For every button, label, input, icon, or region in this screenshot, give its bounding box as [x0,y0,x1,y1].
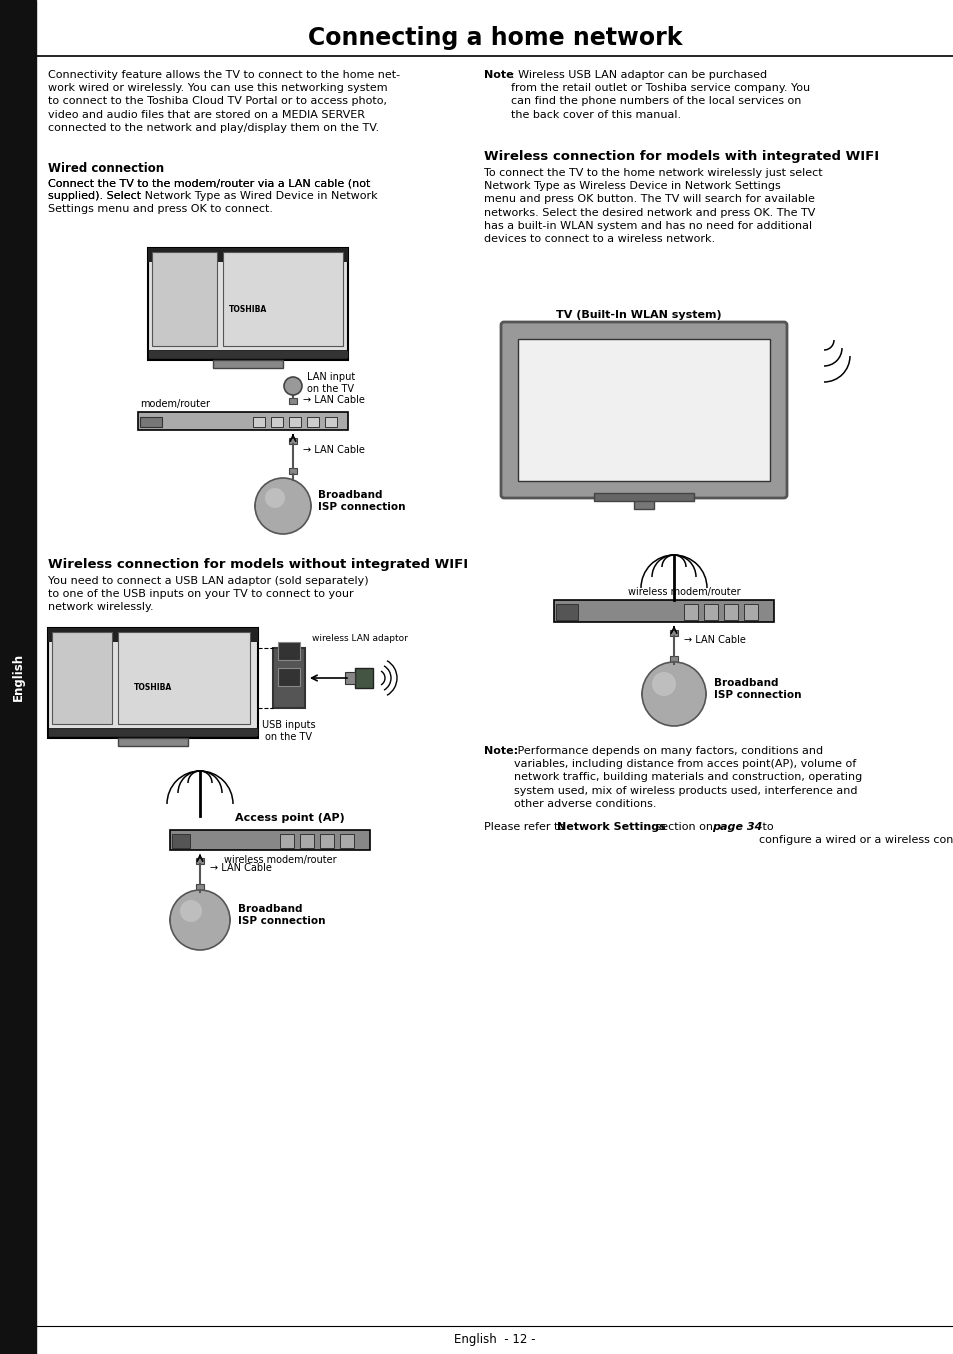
Text: Connectivity feature allows the TV to connect to the home net-
work wired or wir: Connectivity feature allows the TV to co… [48,70,399,133]
Bar [170,830,370,850]
Bar [683,604,698,620]
Bar [195,858,204,864]
Text: Please refer to: Please refer to [483,822,568,831]
Bar [48,628,257,738]
Text: TOSHIBA: TOSHIBA [229,305,267,314]
Bar [554,600,773,621]
Bar [148,349,348,357]
Text: LAN input
on the TV: LAN input on the TV [307,372,355,394]
Bar [345,672,355,684]
Bar [325,417,336,427]
Text: Broadband
ISP connection: Broadband ISP connection [237,904,325,926]
Bar [280,834,294,848]
Text: Network Settings: Network Settings [557,822,665,831]
Bar [355,668,373,688]
Text: to
configure a wired or a wireless connection.: to configure a wired or a wireless conne… [759,822,953,845]
Bar [277,642,299,659]
Circle shape [170,890,230,951]
Text: wireless modem/router: wireless modem/router [223,854,336,865]
Bar [172,834,190,848]
Bar [118,738,188,746]
Bar [517,338,769,481]
Bar [289,417,301,427]
Text: → LAN Cable: → LAN Cable [303,445,364,455]
Bar [703,604,718,620]
Bar [271,417,283,427]
Bar [223,252,343,347]
Bar [319,834,334,848]
Bar [148,248,348,263]
FancyBboxPatch shape [500,322,786,498]
Bar [213,360,283,368]
Text: : Wireless USB LAN adaptor can be purchased
from the retail outlet or Toshiba se: : Wireless USB LAN adaptor can be purcha… [511,70,809,119]
Bar [152,252,216,347]
Bar [669,655,678,662]
Text: TOSHIBA: TOSHIBA [133,684,172,692]
Bar [289,437,296,444]
Text: Wireless connection for models with integrated WIFI: Wireless connection for models with inte… [483,150,879,162]
Text: Note:: Note: [483,746,517,756]
Bar [48,728,257,737]
Text: Connect the TV to the modem/router via a LAN cable (not
supplied). Select Networ: Connect the TV to the modem/router via a… [48,177,377,214]
Bar [307,417,318,427]
Bar [289,468,296,474]
Text: page 34: page 34 [711,822,761,831]
Text: → LAN Cable: → LAN Cable [303,395,364,405]
Bar [299,834,314,848]
Text: English: English [11,653,25,701]
Bar [723,604,738,620]
Bar [48,628,257,642]
Text: Broadband
ISP connection: Broadband ISP connection [713,678,801,700]
Bar [594,493,693,501]
Text: wireless modem/router: wireless modem/router [627,588,740,597]
Circle shape [284,376,302,395]
Bar [195,884,204,890]
Bar [148,248,348,360]
Text: TV (Built-In WLAN system): TV (Built-In WLAN system) [556,310,721,320]
Bar [118,632,250,724]
Bar [253,417,265,427]
Text: Connect the TV to the modem/router via a LAN cable (not
supplied). Select: Connect the TV to the modem/router via a… [48,177,370,202]
Circle shape [641,662,705,726]
Text: Wired connection: Wired connection [48,162,164,175]
Bar [339,834,354,848]
Bar [0,0,36,1354]
Circle shape [265,487,285,508]
Bar [743,604,758,620]
Text: → LAN Cable: → LAN Cable [210,862,272,873]
Text: → LAN Cable: → LAN Cable [683,635,745,645]
Text: Connecting a home network: Connecting a home network [308,26,681,50]
Circle shape [180,900,202,922]
Text: modem/router: modem/router [140,399,210,409]
Text: Note: Note [483,70,513,80]
Text: section on: section on [651,822,716,831]
Text: Access point (AP): Access point (AP) [234,812,344,823]
Bar [52,632,112,724]
Bar [669,630,678,636]
Text: wireless LAN adaptor: wireless LAN adaptor [312,634,408,643]
Bar [273,649,305,708]
Circle shape [651,672,676,696]
Text: To connect the TV to the home network wirelessly just select
Network Type as Wir: To connect the TV to the home network wi… [483,168,821,244]
Bar [277,668,299,686]
Text: Wireless connection for models without integrated WIFI: Wireless connection for models without i… [48,558,468,571]
Bar [289,398,296,403]
Bar [556,604,578,620]
Text: Performance depends on many factors, conditions and
variables, including distanc: Performance depends on many factors, con… [514,746,862,808]
Circle shape [254,478,311,533]
Text: You need to connect a USB LAN adaptor (sold separately)
to one of the USB inputs: You need to connect a USB LAN adaptor (s… [48,575,368,612]
Text: Broadband
ISP connection: Broadband ISP connection [317,490,405,512]
Text: USB inputs
on the TV: USB inputs on the TV [262,720,315,742]
Text: English  - 12 -: English - 12 - [454,1334,536,1346]
Bar [138,412,348,431]
Bar [634,496,654,509]
Bar [140,417,162,427]
